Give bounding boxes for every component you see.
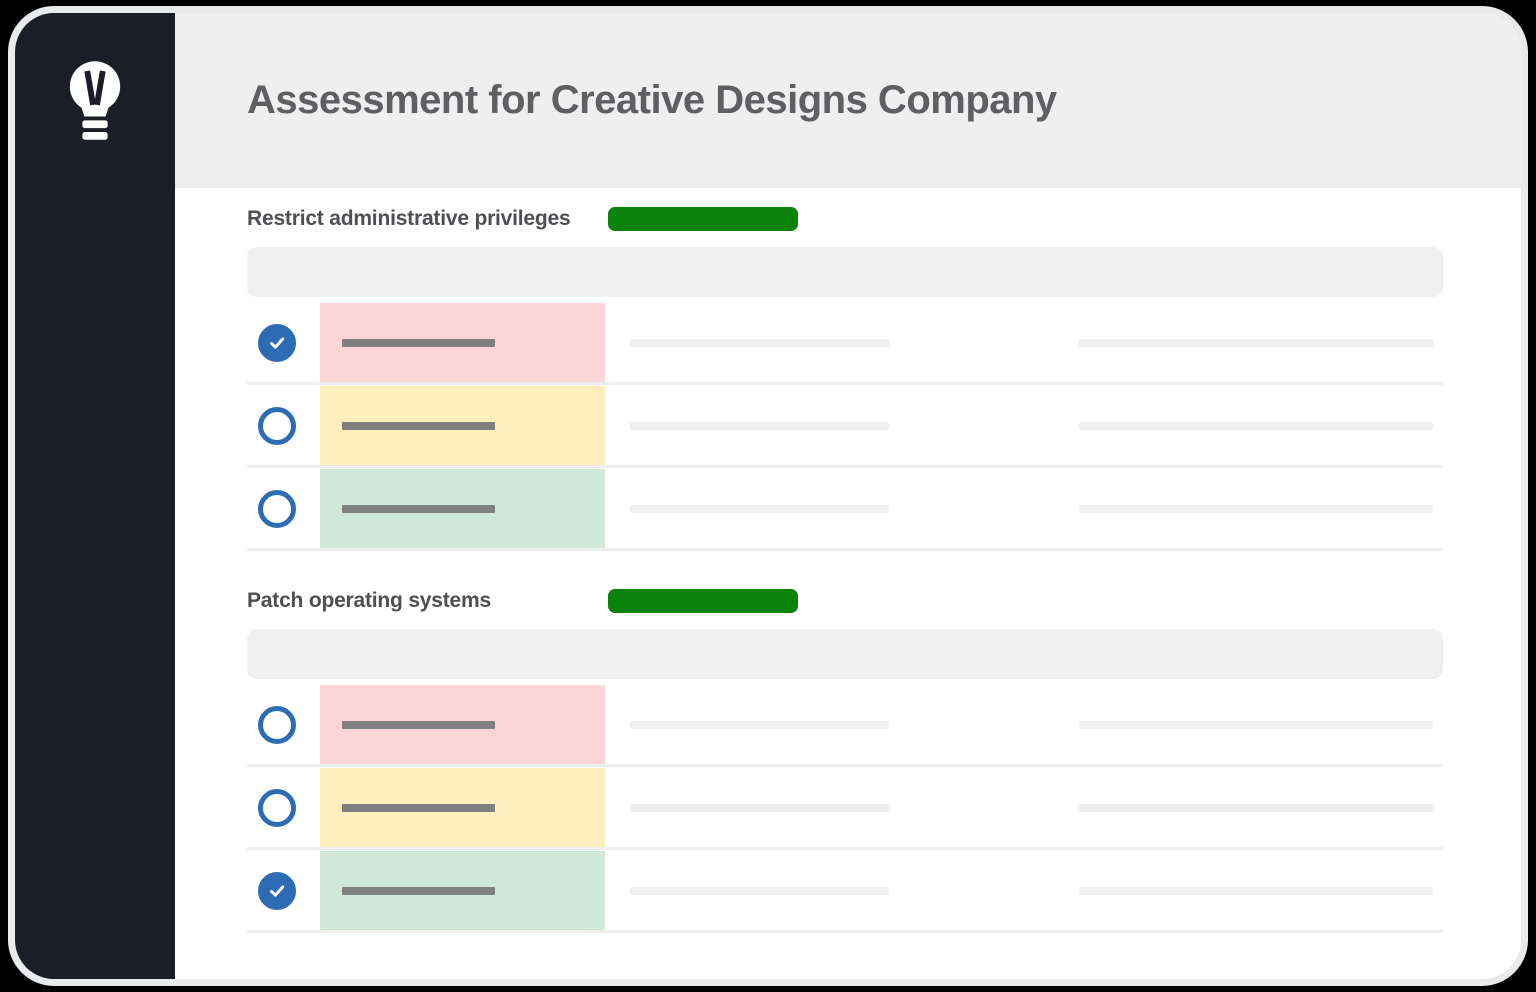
answer-swatch: [320, 469, 605, 548]
section-label: Restrict administrative privileges: [247, 207, 571, 230]
detail-placeholder-1: [630, 720, 889, 729]
radio-button[interactable]: [258, 788, 296, 827]
section-head: Restrict administrative privileges: [247, 205, 1443, 233]
table-header-placeholder: [247, 629, 1443, 679]
app-card: Assessment for Creative Designs Company …: [8, 6, 1528, 986]
radio-button[interactable]: [258, 489, 296, 528]
assessment-section: Patch operating systems: [247, 587, 1443, 933]
main-panel: Assessment for Creative Designs Company …: [175, 13, 1521, 979]
detail-placeholder-2: [1079, 803, 1433, 812]
option-row: [247, 851, 1443, 933]
answer-text-placeholder: [342, 803, 495, 812]
detail-placeholder-2: [1079, 421, 1433, 430]
score-bar: [608, 207, 798, 231]
detail-placeholder-2: [1079, 886, 1433, 895]
option-rows: [247, 297, 1443, 551]
sidebar: [15, 13, 175, 979]
radio-button[interactable]: [258, 705, 296, 744]
radio-button[interactable]: [258, 323, 296, 362]
answer-swatch: [320, 685, 605, 764]
option-row: [247, 685, 1443, 767]
detail-placeholder-1: [630, 338, 889, 347]
answer-swatch: [320, 303, 605, 382]
detail-placeholder-1: [630, 803, 889, 812]
detail-placeholder-1: [630, 421, 889, 430]
option-row: [247, 768, 1443, 850]
answer-swatch: [320, 386, 605, 465]
answer-text-placeholder: [342, 338, 495, 347]
option-row: [247, 303, 1443, 385]
radio-button[interactable]: [258, 406, 296, 445]
answer-text-placeholder: [342, 421, 495, 430]
option-rows: [247, 679, 1443, 933]
detail-placeholder-2: [1079, 338, 1433, 347]
answer-text-placeholder: [342, 504, 495, 513]
radio-button[interactable]: [258, 871, 296, 910]
answer-text-placeholder: [342, 720, 495, 729]
section-label: Patch operating systems: [247, 589, 491, 612]
radio-cell: [247, 851, 320, 930]
check-icon: [266, 880, 288, 902]
score-bar: [608, 589, 798, 613]
detail-placeholder-1: [630, 504, 889, 513]
radio-cell: [247, 768, 320, 847]
answer-swatch: [320, 851, 605, 930]
option-row: [247, 469, 1443, 551]
radio-cell: [247, 303, 320, 382]
table-header-placeholder: [247, 247, 1443, 297]
section-head: Patch operating systems: [247, 587, 1443, 615]
radio-cell: [247, 469, 320, 548]
check-icon: [266, 332, 288, 354]
detail-placeholder-1: [630, 886, 889, 895]
lightbulb-icon: [64, 58, 126, 149]
answer-text-placeholder: [342, 886, 495, 895]
radio-cell: [247, 386, 320, 465]
assessment-section: Restrict administrative privileges: [247, 205, 1443, 551]
detail-placeholder-2: [1079, 504, 1433, 513]
radio-cell: [247, 685, 320, 764]
page-header: Assessment for Creative Designs Company: [175, 13, 1521, 188]
page-title: Assessment for Creative Designs Company: [247, 78, 1057, 122]
option-row: [247, 386, 1443, 468]
answer-swatch: [320, 768, 605, 847]
detail-placeholder-2: [1079, 720, 1433, 729]
content: Restrict administrative privileges: [175, 188, 1521, 934]
